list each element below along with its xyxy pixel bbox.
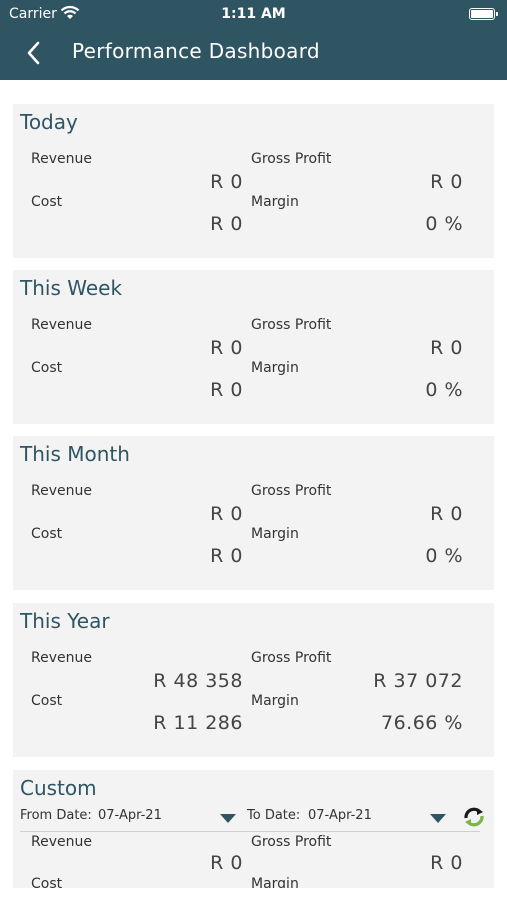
dashboard-scroll[interactable]: Today Revenue Gross Profit R 0 R 0 Cost … — [0, 80, 507, 888]
card-heading: This Month — [20, 442, 130, 466]
margin-label: Margin — [251, 194, 299, 210]
cost-label: Cost — [31, 876, 63, 888]
status-time: 1:11 AM — [221, 6, 286, 22]
from-date-value[interactable]: 07-Apr-21 — [98, 808, 162, 823]
date-filter-row: From Date: 07-Apr-21 To Date: 07-Apr-21 — [20, 806, 480, 832]
nav-bar: Performance Dashboard — [0, 28, 507, 80]
revenue-label: Revenue — [31, 834, 92, 850]
cost-value: R 0 — [210, 213, 243, 235]
wifi-icon — [60, 5, 80, 19]
gross-profit-label: Gross Profit — [251, 483, 332, 499]
refresh-icon[interactable] — [461, 804, 487, 830]
revenue-value: R 0 — [210, 171, 243, 193]
gross-profit-label: Gross Profit — [251, 834, 332, 850]
revenue-label: Revenue — [31, 483, 92, 499]
card-custom: Custom From Date: 07-Apr-21 To Date: 07-… — [13, 770, 494, 888]
card-heading: Today — [20, 110, 78, 134]
gross-profit-value: R 0 — [430, 171, 463, 193]
revenue-label: Revenue — [31, 650, 92, 666]
revenue-label: Revenue — [31, 151, 92, 167]
gross-profit-value: R 37 072 — [373, 670, 463, 692]
card-this-year: This Year Revenue Gross Profit R 48 358 … — [13, 603, 494, 757]
revenue-value: R 0 — [210, 852, 243, 874]
to-date-value[interactable]: 07-Apr-21 — [308, 808, 372, 823]
carrier-label: Carrier — [9, 6, 57, 22]
back-chevron-icon[interactable] — [22, 38, 48, 68]
margin-value: 0 % — [425, 545, 463, 567]
page-title: Performance Dashboard — [72, 39, 320, 63]
card-heading: Custom — [20, 776, 97, 800]
gross-profit-label: Gross Profit — [251, 317, 332, 333]
margin-label: Margin — [251, 526, 299, 542]
gross-profit-value: R 0 — [430, 503, 463, 525]
cost-value: R 0 — [210, 545, 243, 567]
card-today: Today Revenue Gross Profit R 0 R 0 Cost … — [13, 104, 494, 258]
revenue-value: R 0 — [210, 337, 243, 359]
margin-label: Margin — [251, 360, 299, 376]
gross-profit-label: Gross Profit — [251, 151, 332, 167]
card-heading: This Year — [20, 609, 110, 633]
margin-value: 76.66 % — [381, 712, 463, 734]
gross-profit-label: Gross Profit — [251, 650, 332, 666]
card-this-month: This Month Revenue Gross Profit R 0 R 0 … — [13, 436, 494, 590]
margin-label: Margin — [251, 876, 299, 888]
revenue-value: R 48 358 — [153, 670, 243, 692]
cost-value: R 0 — [210, 379, 243, 401]
gross-profit-value: R 0 — [430, 337, 463, 359]
battery-icon — [469, 8, 498, 20]
margin-value: 0 % — [425, 379, 463, 401]
from-date-dropdown-icon[interactable] — [220, 814, 236, 823]
card-this-week: This Week Revenue Gross Profit R 0 R 0 C… — [13, 270, 494, 424]
cost-label: Cost — [31, 693, 63, 709]
to-date-dropdown-icon[interactable] — [430, 814, 446, 823]
revenue-label: Revenue — [31, 317, 92, 333]
revenue-value: R 0 — [210, 503, 243, 525]
cost-label: Cost — [31, 526, 63, 542]
from-date-label: From Date: — [20, 808, 92, 823]
margin-label: Margin — [251, 693, 299, 709]
cost-label: Cost — [31, 194, 63, 210]
to-date-label: To Date: — [247, 808, 301, 823]
cost-label: Cost — [31, 360, 63, 376]
gross-profit-value: R 0 — [430, 852, 463, 874]
card-heading: This Week — [20, 276, 123, 300]
cost-value: R 11 286 — [153, 712, 243, 734]
margin-value: 0 % — [425, 213, 463, 235]
status-bar: Carrier 1:11 AM — [0, 0, 507, 28]
